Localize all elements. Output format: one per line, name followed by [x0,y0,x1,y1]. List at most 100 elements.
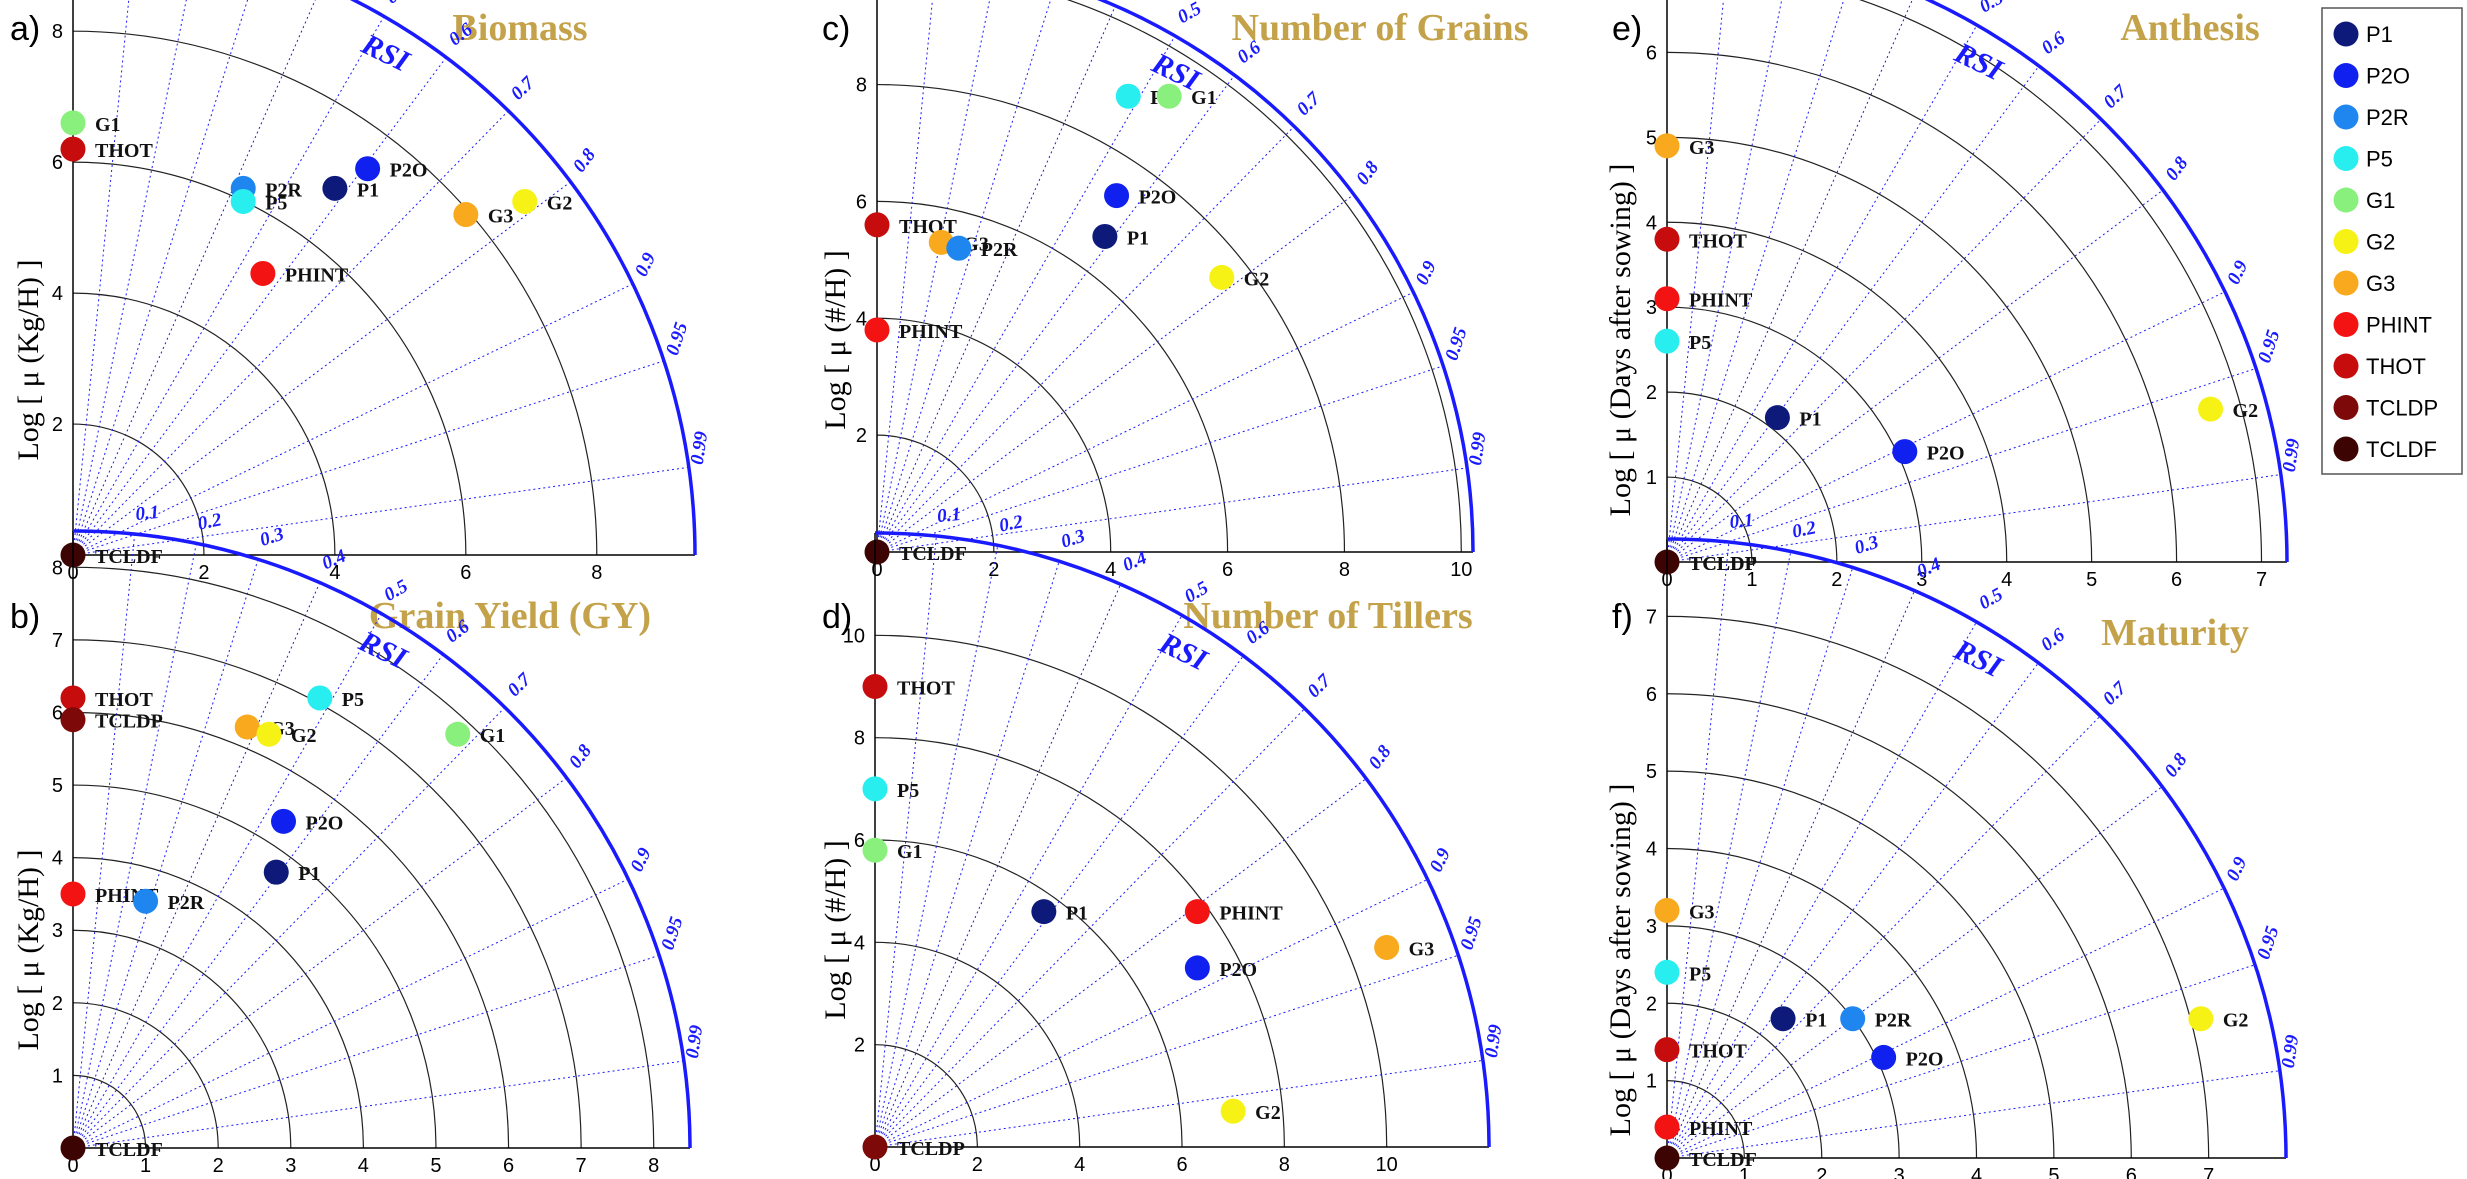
point-p5 [1115,83,1141,109]
panel-letter: d) [822,598,852,636]
rsi-radial-line [1666,1070,2280,1159]
panel-title: Grain Yield (GY) [369,595,651,637]
legend-marker-p2o [2333,63,2359,88]
point-label-overlap: TCLDP [1689,553,1757,575]
point-label: P5 [265,192,287,214]
rsi-radial-line [1666,621,1977,1159]
rsi-tick-label: 0.95 [2253,923,2283,962]
rsi-tick-label: 0.9 [2223,257,2252,288]
x-tick-label: 5 [430,1155,441,1177]
legend-label: THOT [2366,354,2426,379]
point-p2o [355,156,381,182]
point-label: P1 [1127,227,1149,249]
rsi-radial-line [876,0,991,553]
rsi-radial-line [876,5,1116,553]
grid-arc [876,200,1229,553]
rsi-tick-label: 0.8 [2161,153,2192,185]
grid-arc [874,634,1388,1148]
rsi-radial-line [874,615,1183,1148]
grid-arc [1666,925,1900,1159]
point-g1 [445,721,471,747]
legend-label: P5 [2366,147,2393,172]
point-g2 [256,721,282,747]
rsi-radial-line [1666,189,2164,563]
rsi-radial-line [876,0,933,553]
point-g1 [1156,83,1182,109]
panel-title: Maturity [2101,612,2249,654]
rsi-radial-line [72,466,689,556]
point-label: G2 [547,192,573,214]
point-label: P5 [342,689,364,711]
x-tick-label: 7 [2256,569,2267,591]
grid-arc [1858,0,2263,563]
rsi-outer-arc [349,0,697,556]
rsi-radial-line [874,778,1367,1148]
rsi-tick-label: 0.95 [1441,324,1471,363]
rsi-radial-line [72,0,249,556]
point-g3 [1374,934,1400,960]
y-tick-label: 1 [52,1065,63,1087]
x-tick-label: 4 [1074,1154,1085,1176]
rsi-outer-arc [1096,0,1475,553]
x-tick-label: 1 [140,1155,151,1177]
point-tcldf [60,1135,86,1161]
point-label: P2O [1219,959,1257,981]
y-tick-label: 8 [856,75,867,97]
point-p5 [1654,328,1680,354]
legend-label: TCLDP [2366,396,2438,421]
x-tick-label: 3 [285,1155,296,1177]
y-tick-label: 4 [52,283,63,305]
point-label: P2O [1927,443,1965,465]
x-tick-label: 5 [2048,1165,2059,1179]
grid-arc [1666,615,2210,1159]
grid-arc [1666,847,1978,1159]
point-p5 [862,776,888,802]
point-phint [1184,899,1210,925]
rsi-radial-line [876,467,1468,553]
point-tcldp [862,1134,888,1160]
x-tick-label: 10 [1376,1154,1398,1176]
rsi-tick-label: 0.8 [2161,749,2192,781]
point-g2 [1209,264,1235,290]
rsi-radial-line [874,536,937,1148]
rsi-radial-line [1666,715,2101,1159]
legend-label: P1 [2366,22,2393,47]
rsi-radial-line [1666,0,1724,563]
rsi-radial-line [72,16,385,556]
point-p5 [1654,959,1680,985]
rsi-tick-label: 0.2 [196,509,224,534]
rsi-tick-label: 0.5 [1976,0,2008,17]
x-tick-label: 0 [67,1155,78,1177]
point-phint [1654,286,1680,312]
grid-arc [1666,306,1923,563]
x-tick-label: 6 [2126,1165,2137,1179]
y-axis-label: Log [ μ (Kg/H) ] [12,849,45,1050]
point-label: G3 [1689,901,1715,923]
rsi-outer-arc [72,529,692,1149]
panel-letter: e) [1612,10,1642,48]
rsi-tick-label: 0.5 [1174,0,1206,28]
x-tick-label: 3 [1916,569,1927,591]
y-axis-label: Log [ μ (#/H) ] [819,250,852,429]
rsi-tick-label: 0.9 [1426,844,1455,875]
rsi-tick-label: 0.9 [1412,257,1441,288]
rsi-radial-line [874,561,1060,1148]
y-tick-label: 6 [856,191,867,213]
point-p5 [307,685,333,711]
point-thot [60,136,86,162]
y-axis-label: Log [ μ (Kg/H) ] [12,259,45,460]
y-axis-label: Log [ μ (Days after sowing) ] [1604,164,1637,517]
rsi-radial-line [72,0,130,556]
rsi-radial-line [1666,291,2226,563]
y-tick-label: 4 [52,848,63,870]
rsi-radial-line [72,0,187,556]
x-tick-label: 5 [2086,569,2097,591]
grid-arc [1666,221,2008,563]
y-tick-label: 8 [854,728,865,750]
y-tick-label: 3 [52,920,63,942]
point-p2o [1871,1044,1897,1070]
panel-letter: a) [10,10,40,48]
rsi-radial-line [876,365,1444,553]
legend-marker-g3 [2333,270,2359,296]
